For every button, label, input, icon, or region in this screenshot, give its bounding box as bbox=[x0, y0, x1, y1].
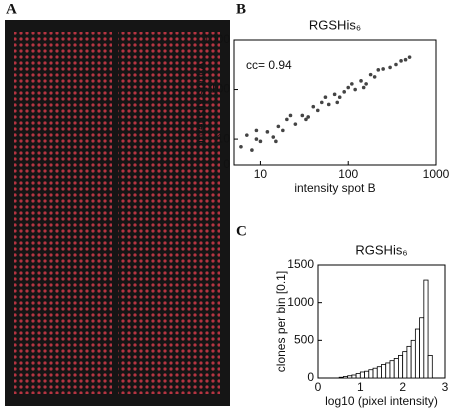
point bbox=[403, 57, 408, 62]
y-tick-label: 1000 bbox=[203, 32, 230, 46]
x-tick-label: 10 bbox=[254, 167, 268, 181]
y-tick-label: 10 bbox=[217, 131, 231, 145]
y-tick-label: 0 bbox=[307, 370, 314, 384]
x-tick-label: 0 bbox=[315, 380, 322, 394]
bar bbox=[406, 345, 412, 379]
point bbox=[332, 92, 337, 97]
y-tick-label: 0 bbox=[223, 157, 230, 171]
point bbox=[239, 144, 243, 149]
point bbox=[276, 124, 281, 129]
bar bbox=[347, 375, 353, 379]
point bbox=[306, 115, 310, 119]
plot-frame bbox=[233, 39, 437, 166]
microarray-gap bbox=[112, 32, 118, 394]
point bbox=[319, 100, 324, 105]
y-tick-label: 1500 bbox=[287, 257, 314, 271]
point bbox=[254, 137, 259, 141]
point bbox=[250, 148, 254, 152]
bar bbox=[368, 369, 374, 379]
bar bbox=[359, 371, 365, 379]
bar bbox=[372, 367, 378, 379]
x-tick-label: 1000 bbox=[423, 167, 450, 181]
bar bbox=[355, 373, 361, 379]
bar bbox=[376, 366, 382, 379]
point bbox=[323, 95, 328, 100]
x-tick-label: 1 bbox=[357, 380, 364, 394]
bar bbox=[398, 354, 404, 379]
point bbox=[342, 90, 346, 94]
point bbox=[293, 122, 298, 126]
point bbox=[300, 113, 305, 118]
point bbox=[281, 128, 285, 133]
point bbox=[288, 113, 293, 118]
point bbox=[326, 102, 331, 107]
point bbox=[271, 135, 276, 139]
bar bbox=[393, 358, 399, 379]
bar bbox=[414, 328, 421, 379]
point bbox=[304, 117, 308, 122]
panel-label: B bbox=[236, 1, 246, 17]
point bbox=[407, 55, 412, 59]
point bbox=[285, 117, 289, 122]
point bbox=[350, 82, 354, 86]
chart-title: RGSHis₆ bbox=[309, 17, 361, 32]
bar bbox=[427, 354, 433, 379]
bar bbox=[385, 362, 391, 379]
point bbox=[335, 100, 340, 105]
y-axis-label: clones per bin [0.1] bbox=[274, 271, 288, 372]
bar bbox=[381, 364, 387, 379]
point bbox=[381, 67, 385, 71]
point bbox=[368, 72, 373, 77]
point bbox=[245, 133, 249, 137]
point bbox=[265, 130, 270, 134]
point bbox=[274, 139, 278, 144]
point bbox=[258, 139, 263, 144]
point bbox=[311, 104, 316, 109]
y-tick-label: 500 bbox=[294, 333, 314, 347]
y-tick-label: 100 bbox=[210, 82, 230, 96]
panel-label: C bbox=[236, 223, 247, 239]
bar bbox=[423, 279, 429, 379]
y-tick-label: 1000 bbox=[287, 295, 314, 309]
point bbox=[388, 65, 392, 70]
x-tick-label: 3 bbox=[442, 380, 449, 394]
point bbox=[315, 108, 320, 113]
panel-label: A bbox=[6, 1, 17, 17]
bar bbox=[364, 370, 370, 379]
point bbox=[346, 85, 351, 90]
bar bbox=[410, 339, 416, 379]
x-axis-label: log10 (pixel intensity) bbox=[325, 394, 438, 408]
point bbox=[337, 95, 342, 100]
x-tick-label: 100 bbox=[338, 167, 358, 181]
bar bbox=[338, 376, 344, 379]
chart-title: RGSHis₆ bbox=[355, 242, 407, 257]
x-axis-label: intensity spot B bbox=[294, 181, 375, 195]
point bbox=[394, 62, 398, 67]
point bbox=[361, 85, 366, 90]
bar bbox=[389, 360, 395, 379]
point bbox=[376, 68, 381, 72]
y-axis-label: intensity spot A bbox=[194, 62, 208, 143]
point bbox=[254, 128, 259, 133]
point bbox=[372, 75, 377, 79]
point bbox=[353, 87, 357, 92]
bar bbox=[351, 374, 357, 379]
point bbox=[399, 59, 403, 63]
bar bbox=[402, 351, 408, 379]
annotation: cc= 0.94 bbox=[246, 58, 292, 72]
x-tick-label: 2 bbox=[399, 380, 406, 394]
point bbox=[364, 82, 368, 86]
point bbox=[359, 79, 363, 83]
bar bbox=[419, 317, 425, 379]
bar bbox=[342, 376, 349, 379]
